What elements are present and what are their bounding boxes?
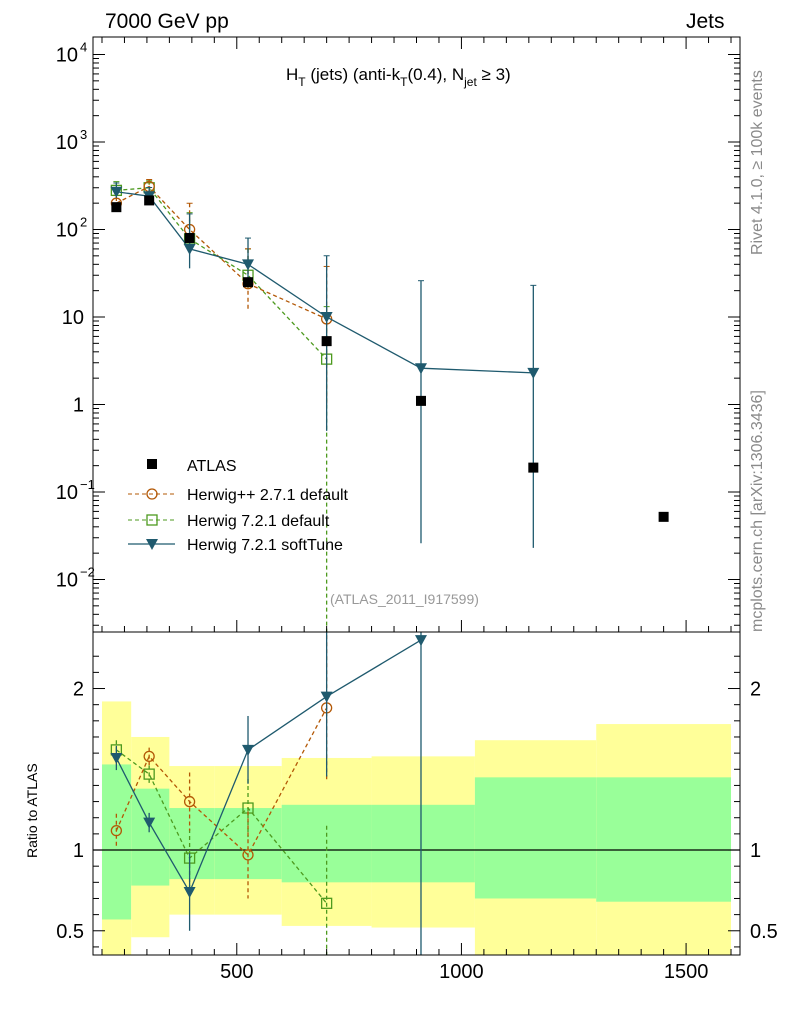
atlas-main-point <box>144 195 155 206</box>
y-tick-label-exponent: 3 <box>80 127 87 142</box>
legend-soft-marker <box>146 539 158 550</box>
analysis-id: (ATLAS_2011_I917599) <box>330 591 479 607</box>
x-tick-label: 1000 <box>439 961 484 983</box>
hwpp-ratio-point <box>110 824 123 837</box>
atlas-main-point <box>111 202 122 213</box>
soft-ratio-point <box>183 887 196 899</box>
y-tick-label-main: 10 <box>56 132 78 154</box>
hw7-main-line <box>116 187 328 360</box>
header-left: 7000 GeV pp <box>105 10 229 33</box>
soft-ratio-point <box>143 817 156 829</box>
y-tick-label-ratio-right: 0.5 <box>750 921 778 943</box>
atlas-main-point <box>528 462 539 473</box>
soft-ratio-point <box>242 744 255 756</box>
soft-ratio-line <box>115 639 422 894</box>
y-tick-label-ratio: 1 <box>73 840 84 862</box>
legend-hwpp-marker <box>146 488 158 500</box>
legend-hw7-marker <box>146 514 158 526</box>
x-tick-label: 1500 <box>664 961 709 983</box>
axis-ticks <box>93 37 740 955</box>
series-layer <box>110 179 669 955</box>
y-tick-label-ratio: 2 <box>73 679 84 701</box>
hwpp-main-line <box>116 185 327 320</box>
hw7-ratio-point <box>143 768 155 780</box>
y-tick-label-exponent: 2 <box>80 215 87 230</box>
hwpp-ratio-point <box>183 795 196 808</box>
legend-atlas-marker <box>147 459 157 469</box>
atlas-main-point <box>243 277 254 288</box>
soft-main-point <box>183 243 196 255</box>
atlas-main-point <box>658 511 669 522</box>
header-right: Jets <box>686 10 725 33</box>
atlas-main-point <box>321 336 332 347</box>
mcplots-note: mcplots.cern.ch [arXiv:1306.3436] <box>749 390 766 632</box>
y-tick-label-main: 10 <box>56 570 78 592</box>
atlas-main-point <box>184 232 195 243</box>
soft-main-point <box>242 259 255 271</box>
hwpp-ratio-point <box>143 750 155 763</box>
rivet-note: Rivet 4.1.0, ≥ 100k events <box>749 70 766 255</box>
hw7-ratio-point <box>320 897 333 909</box>
legend-hw7-label: Herwig 7.2.1 default <box>187 513 330 530</box>
legend-soft-label: Herwig 7.2.1 softTune <box>187 537 343 554</box>
soft-main-point <box>527 367 540 379</box>
y-tick-label-main: 10 <box>56 220 78 242</box>
y-tick-label-main: 10 <box>62 307 84 329</box>
y-tick-label-ratio-right: 2 <box>750 679 761 701</box>
y-tick-label-main: 10 <box>56 482 78 504</box>
y-tick-label-exponent: 4 <box>80 40 87 55</box>
band-inner <box>596 777 732 902</box>
y-tick-label-exponent: −1 <box>80 477 95 492</box>
chart-title: HT (jets) (anti-kT(0.4), Njet ≥ 3) <box>286 65 511 89</box>
legend: ATLAS Herwig++ 2.7.1 default Herwig 7.2.… <box>128 458 349 554</box>
hwpp-ratio-point <box>242 849 254 861</box>
band-inner <box>474 777 597 899</box>
band-inner <box>371 804 475 883</box>
legend-hwpp-label: Herwig++ 2.7.1 default <box>187 487 349 504</box>
y-tick-label-main: 10 <box>56 45 78 67</box>
soft-main-point <box>110 186 123 198</box>
soft-main-point <box>414 363 427 375</box>
y-tick-label-main: 1 <box>73 395 84 417</box>
soft-ratio-point <box>414 635 427 647</box>
band-inner <box>131 788 170 886</box>
y-tick-label-ratio: 0.5 <box>56 921 84 943</box>
legend-atlas-label: ATLAS <box>187 458 237 475</box>
atlas-main-point <box>415 395 426 406</box>
y-tick-label-ratio-right: 1 <box>750 840 761 862</box>
soft-main-point <box>320 312 333 323</box>
ratio-ylabel: Ratio to ATLAS <box>24 763 40 858</box>
y-tick-label-exponent: −2 <box>80 565 95 580</box>
x-tick-label: 500 <box>220 961 253 983</box>
soft-ratio-point <box>320 691 333 703</box>
soft-ratio-point <box>110 752 123 764</box>
